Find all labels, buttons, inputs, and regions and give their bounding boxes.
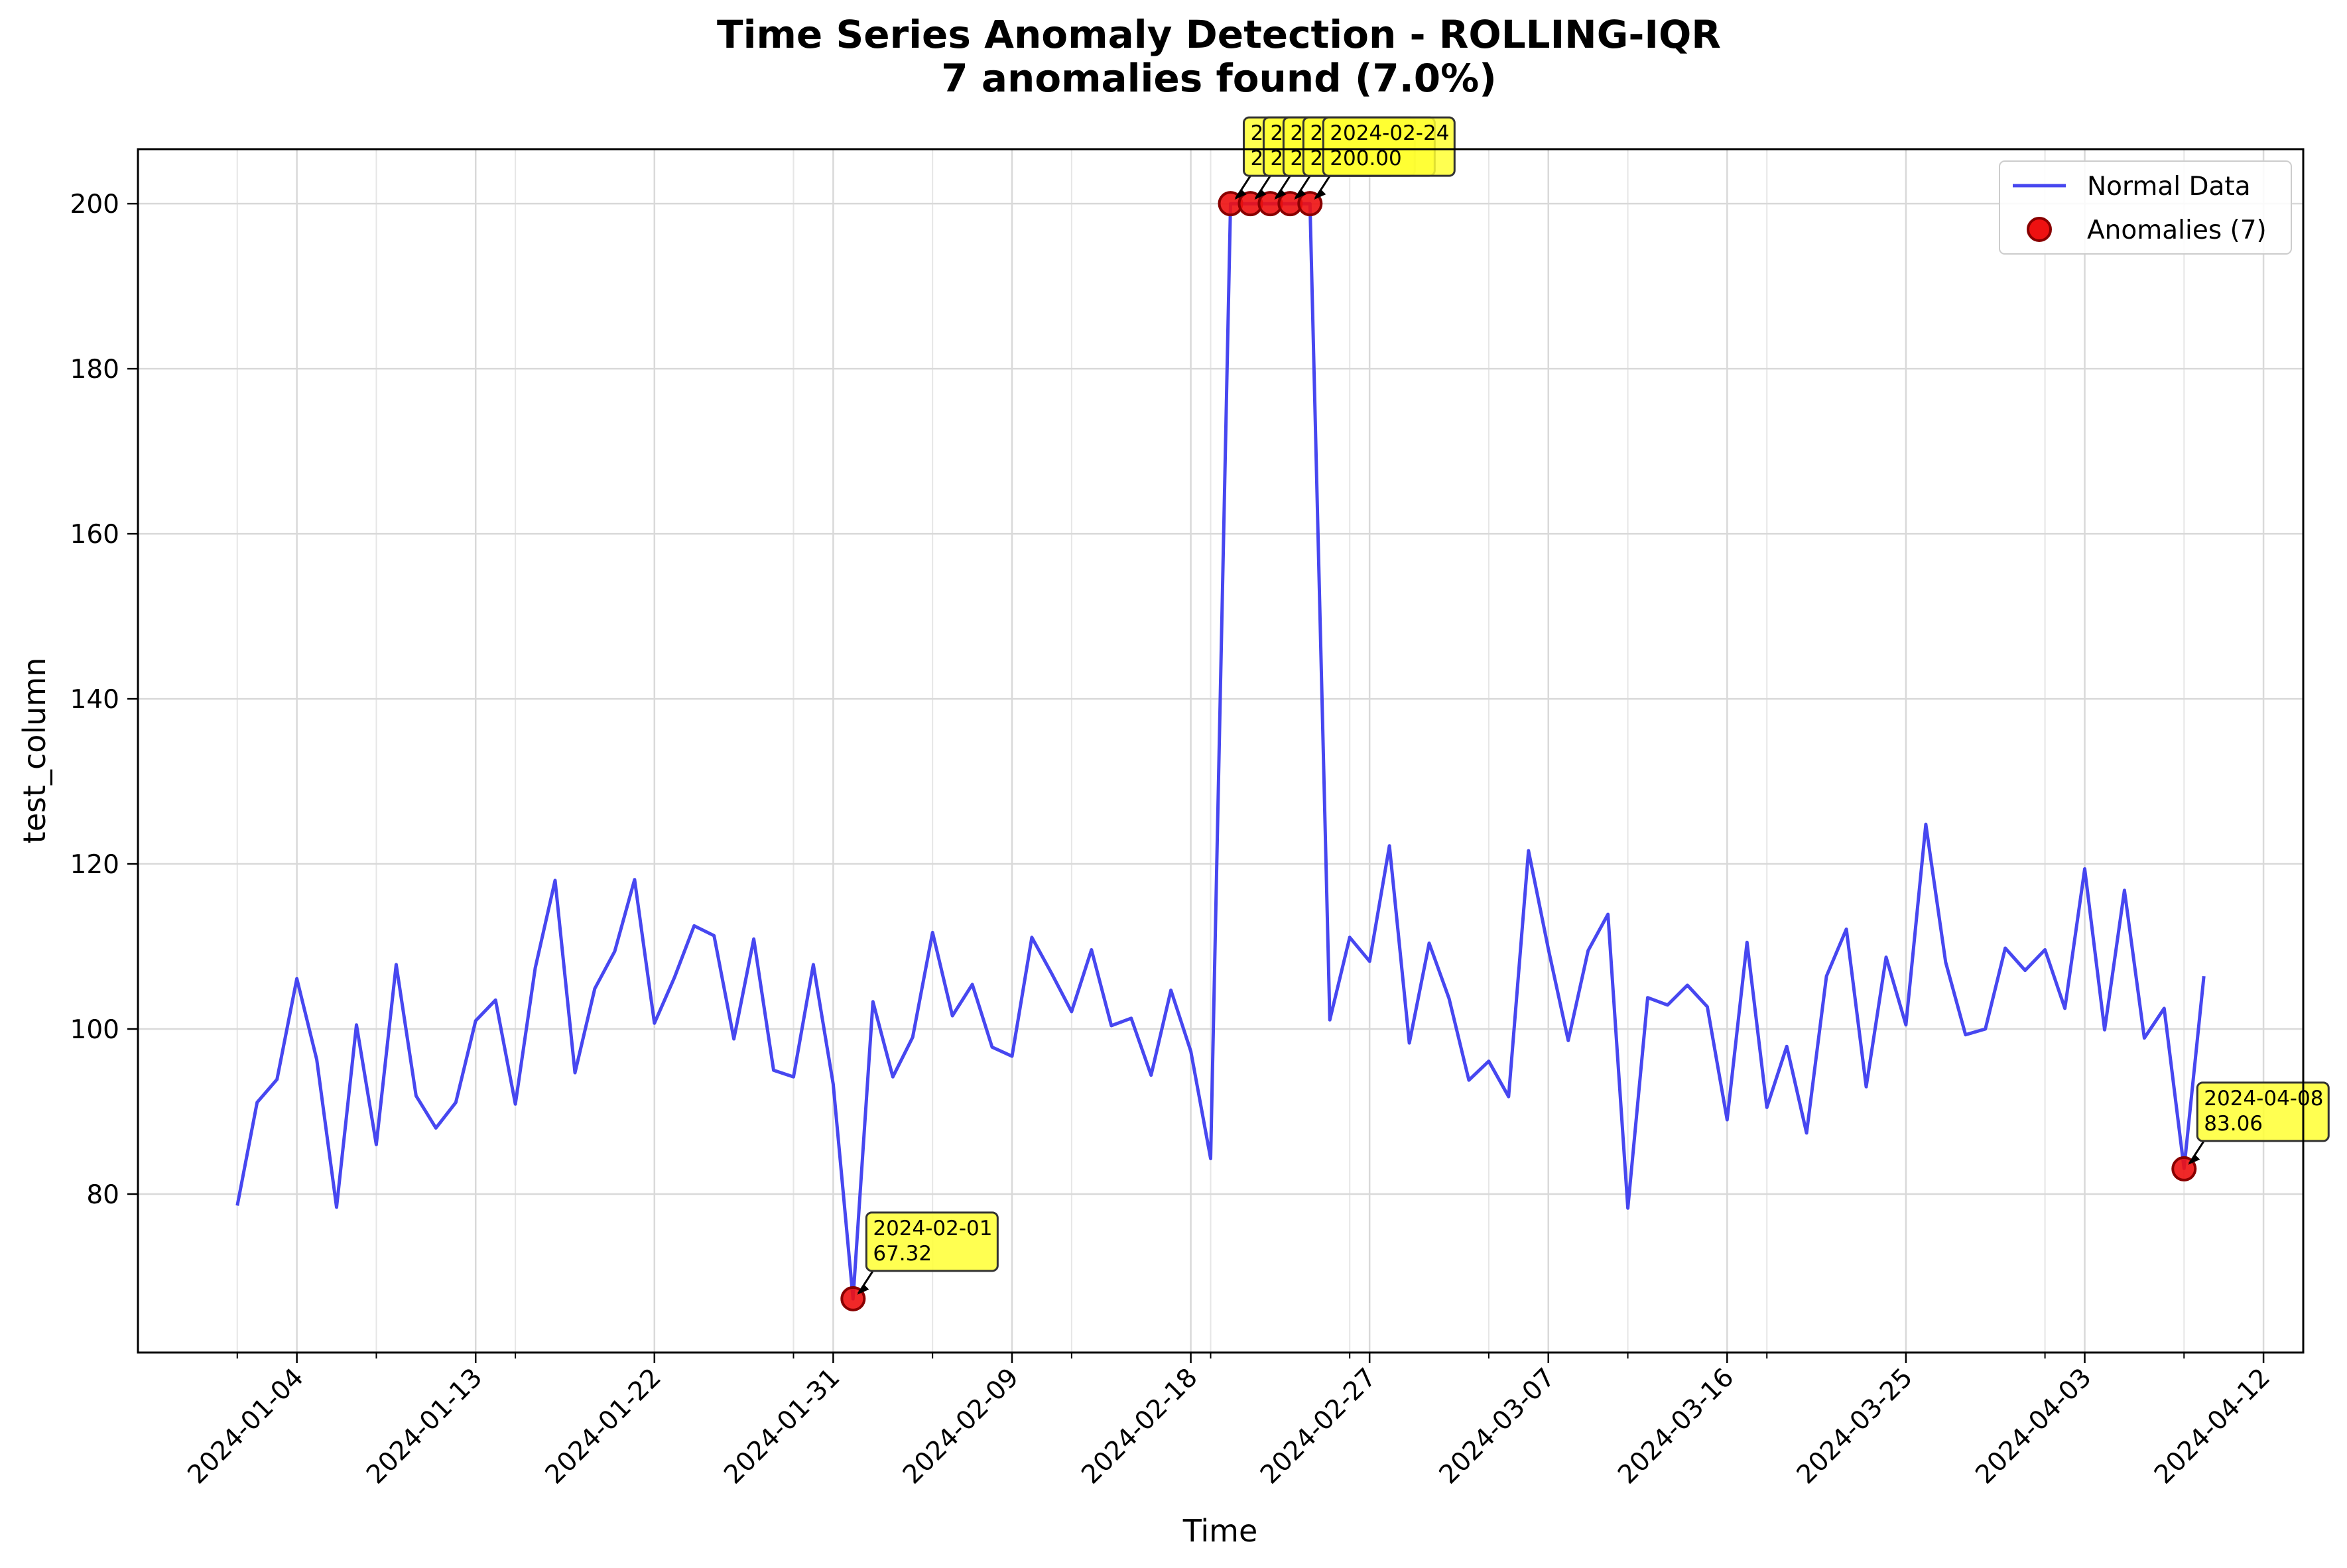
- annotation-date: 2024-04-08: [2204, 1087, 2323, 1111]
- annotation-value: 2: [1250, 147, 1263, 170]
- annotation-box: [2196, 1081, 2330, 1142]
- annotation-box: [865, 1211, 999, 1272]
- annotation-value: 2: [1270, 147, 1283, 170]
- annotation-date: 2: [1250, 121, 1263, 145]
- normal-data-line: [235, 202, 2206, 1301]
- legend-label-normal: Normal Data: [2087, 172, 2251, 202]
- annotation-arrowhead: [1234, 189, 1247, 200]
- y-tick-label: 160: [70, 520, 119, 550]
- y-tick-label: 100: [70, 1015, 119, 1045]
- annotation-arrowhead: [1274, 189, 1287, 200]
- annotation-arrowhead: [2188, 1154, 2200, 1165]
- anomaly-annotations: 2024-02-0167.32222222222024-02-24200.002…: [857, 116, 2330, 1295]
- annotation-date: 2024-02-24: [1330, 121, 1449, 145]
- annotation-date: 2: [1290, 121, 1303, 145]
- legend-marker-swatch: [2027, 217, 2052, 242]
- x-axis-label: Time: [1182, 1513, 1258, 1549]
- y-tick-label: 120: [70, 850, 119, 880]
- annotation-value: 2: [1290, 147, 1303, 170]
- y-tick-label: 140: [70, 685, 119, 715]
- annotation-arrowhead: [857, 1284, 869, 1295]
- y-tick-label: 200: [70, 190, 119, 219]
- annotation-value: 200.00: [1330, 147, 1401, 170]
- legend-label-anomalies: Anomalies (7): [2087, 215, 2267, 245]
- annotation-value: 67.32: [873, 1242, 932, 1266]
- plot-frame: [137, 148, 2305, 1354]
- y-axis-label: test_column: [17, 658, 52, 844]
- chart-subtitle: 7 anomalies found (7.0%): [941, 56, 1496, 101]
- annotation-date: 2024-02-01: [873, 1217, 992, 1240]
- annotation-date: 2: [1270, 121, 1283, 145]
- annotation-arrowhead: [1294, 189, 1306, 200]
- legend-box: [1999, 160, 2292, 255]
- annotation-arrowhead: [1314, 189, 1326, 200]
- annotation-date: 2: [1310, 121, 1323, 145]
- y-tick-label: 180: [70, 355, 119, 385]
- annotation-box: [1322, 116, 1456, 177]
- chart-title: Time Series Anomaly Detection - ROLLING-…: [717, 12, 1721, 57]
- legend: Normal Data Anomalies (7): [1999, 160, 2292, 255]
- annotation-value: 2: [1310, 147, 1323, 170]
- annotation-arrowhead: [1254, 189, 1267, 200]
- y-tick-label: 80: [86, 1180, 119, 1210]
- annotation-value: 83.06: [2204, 1112, 2263, 1136]
